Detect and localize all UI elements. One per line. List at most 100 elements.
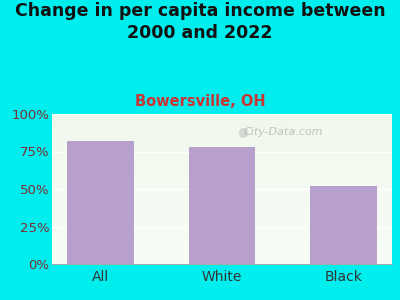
Bar [52, 135, 392, 136]
Bar [52, 262, 392, 264]
Bar [52, 117, 392, 118]
Bar [52, 129, 392, 130]
Bar [52, 169, 392, 171]
Text: Change in per capita income between
2000 and 2022: Change in per capita income between 2000… [15, 2, 385, 42]
Bar [52, 177, 392, 178]
Bar [52, 144, 392, 146]
Bar [52, 260, 392, 261]
Bar [52, 141, 392, 142]
Bar [52, 210, 392, 212]
Bar [52, 126, 392, 128]
Bar [52, 114, 392, 116]
Bar [52, 237, 392, 238]
Bar [52, 194, 392, 195]
Bar [52, 154, 392, 156]
Bar [52, 176, 392, 177]
Bar [52, 206, 392, 207]
Bar [52, 256, 392, 258]
Bar [52, 225, 392, 226]
Bar [52, 132, 392, 134]
Bar [52, 116, 392, 117]
Bar [52, 122, 392, 123]
Bar [52, 190, 392, 192]
Bar [52, 156, 392, 158]
Bar [52, 182, 392, 183]
Bar [52, 201, 392, 202]
Bar [52, 212, 392, 213]
Bar [52, 244, 392, 246]
Bar [52, 204, 392, 206]
Bar [52, 230, 392, 231]
Bar [52, 208, 392, 210]
Bar [52, 128, 392, 129]
Bar [52, 158, 392, 159]
Bar [52, 189, 392, 190]
Text: Bowersville, OH: Bowersville, OH [135, 94, 265, 110]
Bar [52, 219, 392, 220]
Bar [52, 138, 392, 140]
Bar [52, 250, 392, 252]
Bar [52, 183, 392, 184]
Bar [52, 186, 392, 188]
Bar [52, 202, 392, 204]
Bar [52, 192, 392, 194]
Bar [52, 222, 392, 224]
Bar [52, 148, 392, 150]
Bar [52, 162, 392, 164]
Bar [52, 196, 392, 198]
Bar [52, 184, 392, 186]
Text: ●: ● [237, 125, 248, 139]
Bar [52, 234, 392, 236]
Bar [52, 216, 392, 218]
Bar [52, 142, 392, 144]
Bar [52, 140, 392, 141]
Bar [52, 172, 392, 174]
Bar [52, 134, 392, 135]
Bar [52, 171, 392, 172]
Bar [52, 188, 392, 189]
Bar [52, 147, 392, 148]
Bar [52, 167, 392, 168]
Bar [310, 186, 376, 264]
Bar [52, 123, 392, 124]
Bar [52, 178, 392, 180]
Text: City-Data.com: City-Data.com [244, 127, 323, 137]
Bar [52, 255, 392, 256]
Bar [52, 248, 392, 249]
Bar [52, 120, 392, 122]
Bar [52, 249, 392, 250]
Bar [52, 136, 392, 138]
Bar [52, 168, 392, 170]
Bar [52, 254, 392, 255]
Bar [52, 174, 392, 176]
Bar [52, 224, 392, 225]
Bar [52, 152, 392, 153]
Bar [52, 261, 392, 262]
Bar [52, 153, 392, 154]
Bar [68, 141, 134, 264]
Bar [52, 240, 392, 242]
Bar [52, 165, 392, 166]
Bar [52, 258, 392, 260]
Bar [52, 214, 392, 216]
Bar [52, 238, 392, 240]
Bar [52, 226, 392, 228]
Bar [52, 207, 392, 208]
Bar [52, 195, 392, 196]
Bar [52, 228, 392, 230]
Bar [52, 160, 392, 162]
Bar [52, 164, 392, 165]
Bar [52, 130, 392, 132]
Bar [52, 252, 392, 254]
Bar [189, 147, 255, 264]
Bar [52, 242, 392, 243]
Bar [52, 159, 392, 160]
Bar [52, 231, 392, 232]
Bar [52, 198, 392, 200]
Bar [52, 200, 392, 201]
Bar [52, 213, 392, 214]
Bar [52, 150, 392, 152]
Bar [52, 232, 392, 234]
Bar [52, 180, 392, 182]
Bar [52, 124, 392, 126]
